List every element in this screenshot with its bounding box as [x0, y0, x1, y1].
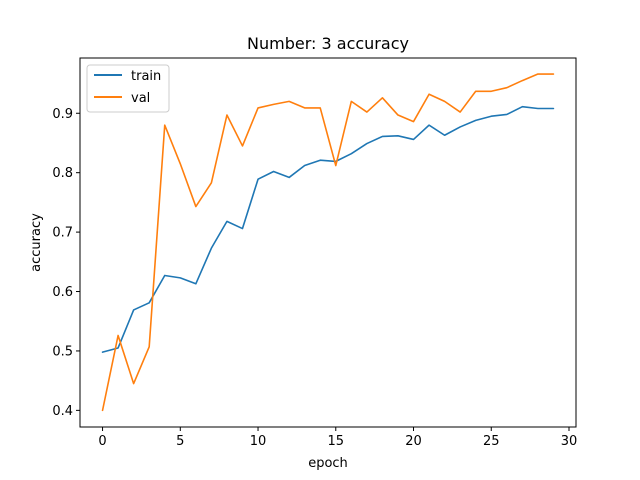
data-point-val [179, 163, 181, 165]
data-point-val [537, 73, 539, 75]
data-point-train [195, 283, 197, 285]
data-point-train [226, 221, 228, 223]
x-tick-label: 25 [483, 434, 500, 449]
legend-box [86, 64, 170, 113]
data-point-val [288, 101, 290, 103]
data-point-val [304, 107, 306, 109]
legend: train val [86, 64, 170, 113]
data-point-val [242, 145, 244, 147]
data-point-train [444, 134, 446, 136]
data-point-val [351, 101, 353, 103]
data-point-val [273, 104, 275, 106]
data-point-val [553, 73, 555, 75]
data-point-val [195, 206, 197, 208]
data-point-train [522, 106, 524, 108]
data-point-train [117, 347, 119, 349]
data-point-train [148, 302, 150, 304]
data-point-train [133, 309, 135, 311]
y-tick-label: 0.6 [52, 285, 73, 300]
data-point-val [211, 182, 213, 184]
data-point-train [537, 108, 539, 110]
data-point-val [522, 80, 524, 82]
data-point-val [428, 93, 430, 95]
data-point-train [102, 351, 104, 353]
data-point-val [257, 107, 259, 109]
data-point-train [257, 178, 259, 180]
data-point-val [506, 87, 508, 89]
data-point-val [397, 114, 399, 116]
data-point-train [475, 120, 477, 122]
data-point-train [351, 153, 353, 155]
data-point-val [102, 410, 104, 412]
data-point-val [413, 121, 415, 123]
series-line-val [101, 73, 555, 412]
data-point-val [444, 101, 446, 103]
plot-frame [79, 57, 577, 428]
data-point-train [506, 114, 508, 116]
data-point-train [490, 115, 492, 117]
data-point-val [319, 107, 321, 109]
y-tick-label: 0.9 [52, 107, 73, 122]
data-point-val [475, 90, 477, 92]
data-point-train [459, 126, 461, 128]
data-point-train [397, 135, 399, 137]
data-point-val [164, 124, 166, 126]
y-axis: 0.4 0.5 0.6 0.7 0.8 0.9 [52, 107, 80, 419]
data-point-val [148, 346, 150, 348]
legend-label-train: train [131, 69, 161, 84]
x-tick-label: 5 [176, 434, 184, 449]
x-tick-label: 15 [328, 434, 345, 449]
data-point-val [366, 111, 368, 113]
series-line-train [101, 105, 555, 353]
x-tick-label: 30 [561, 434, 578, 449]
x-tick-label: 10 [250, 434, 267, 449]
x-axis: 0 5 10 15 20 25 30 [98, 427, 577, 449]
data-point-train [382, 136, 384, 138]
data-point-val [226, 114, 228, 116]
chart-title: Number: 3 accuracy [247, 34, 409, 53]
data-point-train [413, 139, 415, 141]
data-point-train [319, 159, 321, 161]
data-point-train [553, 108, 555, 110]
data-point-val [382, 97, 384, 99]
x-tick-label: 20 [405, 434, 422, 449]
data-point-val [459, 111, 461, 113]
data-point-train [211, 247, 213, 249]
data-point-val [490, 90, 492, 92]
data-point-train [273, 171, 275, 173]
data-point-train [304, 165, 306, 167]
data-point-train [164, 275, 166, 277]
data-point-train [242, 228, 244, 230]
data-point-train [288, 177, 290, 179]
x-tick-label: 0 [98, 434, 106, 449]
data-point-val [117, 335, 119, 337]
y-axis-label: accuracy [29, 213, 44, 272]
x-axis-label: epoch [308, 456, 348, 471]
data-point-train [366, 143, 368, 145]
y-tick-label: 0.5 [52, 344, 73, 359]
data-point-val [335, 165, 337, 167]
data-point-train [179, 277, 181, 279]
data-point-train [428, 124, 430, 126]
y-tick-label: 0.4 [52, 404, 73, 419]
legend-label-val: val [131, 91, 150, 106]
plot-layer [101, 73, 555, 412]
y-tick-label: 0.8 [52, 166, 73, 181]
data-point-val [133, 383, 135, 385]
y-tick-label: 0.7 [52, 226, 73, 241]
